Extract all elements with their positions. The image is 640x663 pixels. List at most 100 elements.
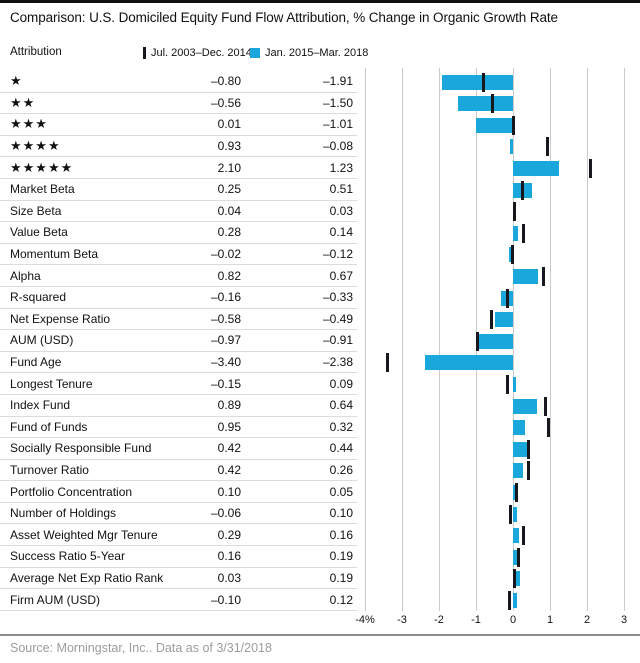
- row-label: Average Net Exp Ratio Rank: [10, 570, 164, 585]
- tick-2003-2014: [522, 526, 526, 546]
- tick-2003-2014: [527, 439, 531, 459]
- bar-2015-2018: [513, 571, 521, 587]
- legend-label: Jan. 2015–Mar. 2018: [265, 47, 369, 59]
- value-2003-2014: –3.40: [210, 355, 241, 370]
- x-gridline-1: [550, 68, 551, 611]
- source-note: Source: Morningstar, Inc.. Data as of 3/…: [10, 641, 272, 655]
- value-2003-2014: 0.42: [217, 441, 241, 456]
- table-row: Longest Tenure –0.15 0.09: [0, 373, 357, 395]
- row-label: Market Beta: [10, 182, 75, 197]
- attribution-column-header: Attribution: [10, 46, 62, 58]
- legend-item-2003-2014: Jul. 2003–Dec. 2014: [143, 44, 252, 62]
- table-row: Alpha 0.82 0.67: [0, 265, 357, 287]
- table-row: AUM (USD) –0.97 –0.91: [0, 330, 357, 352]
- tick-2003-2014: [589, 158, 593, 178]
- table-row: Value Beta 0.28 0.14: [0, 222, 357, 244]
- value-2003-2014: –0.15: [210, 376, 241, 391]
- row-label: Longest Tenure: [10, 376, 93, 391]
- bar-2015-2018: [513, 528, 519, 544]
- row-label: Firm AUM (USD): [10, 592, 100, 607]
- tick-2003-2014: [505, 374, 509, 394]
- legend-label: Jul. 2003–Dec. 2014: [151, 47, 252, 59]
- value-2015-2018: 0.32: [329, 419, 353, 434]
- row-label: Socially Responsible Fund: [10, 441, 152, 456]
- row-label: Value Beta: [10, 225, 68, 240]
- tick-2003-2014: [510, 245, 514, 265]
- bar-2015-2018: [479, 333, 513, 349]
- value-2015-2018: –0.33: [322, 290, 353, 305]
- value-2003-2014: 0.04: [217, 203, 241, 218]
- tick-2003-2014: [505, 288, 509, 308]
- row-label-star-rating: ★★★: [10, 116, 48, 132]
- x-axis-tick-label: 3: [620, 614, 628, 626]
- table-row: ★★★ 0.01 –1.01: [0, 114, 357, 136]
- tick-2003-2014: [511, 115, 515, 135]
- table-row: Firm AUM (USD) –0.10 0.12: [0, 589, 357, 611]
- value-2003-2014: –0.97: [210, 333, 241, 348]
- value-2003-2014: 0.01: [217, 117, 241, 132]
- bar-2015-2018: [475, 117, 513, 133]
- table-row: Asset Weighted Mgr Tenure 0.29 0.16: [0, 524, 357, 547]
- table-row: Portfolio Concentration 0.10 0.05: [0, 481, 357, 503]
- table-row: ★★ –0.56 –1.50: [0, 93, 357, 115]
- tick-2003-2014: [544, 396, 548, 416]
- bar-2015-2018: [513, 592, 518, 608]
- row-label: Success Ratio 5-Year: [10, 549, 125, 564]
- value-2003-2014: 0.93: [217, 139, 241, 154]
- x-gridline--4pct: [365, 68, 366, 611]
- value-2015-2018: 1.23: [329, 160, 353, 175]
- value-2015-2018: 0.44: [329, 441, 353, 456]
- black-tick-swatch-icon: [143, 47, 146, 59]
- row-label-star-rating: ★★★★★: [10, 159, 74, 175]
- bar-2015-2018: [513, 484, 515, 500]
- x-gridline-2: [587, 68, 588, 611]
- row-label-star-rating: ★: [10, 73, 23, 89]
- bar-2015-2018: [513, 376, 517, 392]
- tick-2003-2014: [509, 504, 513, 524]
- tick-2003-2014: [475, 331, 479, 351]
- value-2015-2018: –0.08: [322, 139, 353, 154]
- value-2015-2018: –1.91: [322, 74, 353, 89]
- tick-2003-2014: [517, 547, 521, 567]
- row-label: Number of Holdings: [10, 506, 117, 521]
- bar-2015-2018: [457, 96, 513, 112]
- row-label: Asset Weighted Mgr Tenure: [10, 527, 158, 542]
- x-gridline-3: [624, 68, 625, 611]
- legend-item-2015-2018: Jan. 2015–Mar. 2018: [250, 44, 368, 62]
- table-row: ★★★★★ 2.10 1.23: [0, 157, 357, 179]
- tick-2003-2014: [541, 266, 545, 286]
- bar-2015-2018: [513, 463, 523, 479]
- x-axis-tick-label: 2: [583, 614, 591, 626]
- table-row: Market Beta 0.25 0.51: [0, 179, 357, 201]
- bar-2015-2018: [510, 139, 513, 155]
- page-title: Comparison: U.S. Domiciled Equity Fund F…: [10, 10, 558, 25]
- row-label: Portfolio Concentration: [10, 484, 133, 499]
- value-2015-2018: –0.91: [322, 333, 353, 348]
- bar-2015-2018: [513, 225, 519, 241]
- table-row: Number of Holdings –0.06 0.10: [0, 503, 357, 525]
- x-gridline-0: [513, 68, 514, 611]
- bar-2015-2018: [513, 420, 525, 436]
- row-label: Size Beta: [10, 203, 62, 218]
- row-label: Turnover Ratio: [10, 462, 89, 477]
- tick-2003-2014: [515, 482, 519, 502]
- x-gridline--2: [439, 68, 440, 611]
- bottom-divider: [0, 634, 640, 636]
- value-2015-2018: 0.19: [329, 549, 353, 564]
- bar-2015-2018: [513, 398, 537, 414]
- value-2003-2014: 0.42: [217, 462, 241, 477]
- tick-2003-2014: [481, 72, 485, 92]
- value-2003-2014: –0.58: [210, 311, 241, 326]
- x-axis-tick-label: -2: [434, 614, 444, 626]
- value-2015-2018: 0.67: [329, 268, 353, 283]
- value-2003-2014: –0.80: [210, 74, 241, 89]
- table-row: Fund Age –3.40 –2.38: [0, 352, 357, 374]
- table-row: Turnover Ratio 0.42 0.26: [0, 460, 357, 482]
- value-2015-2018: 0.51: [329, 182, 353, 197]
- table-row: R-squared –0.16 –0.33: [0, 287, 357, 309]
- x-axis-tick-label: -4%: [355, 614, 375, 626]
- value-2003-2014: 0.25: [217, 182, 241, 197]
- value-2015-2018: 0.05: [329, 484, 353, 499]
- value-2015-2018: 0.10: [329, 506, 353, 521]
